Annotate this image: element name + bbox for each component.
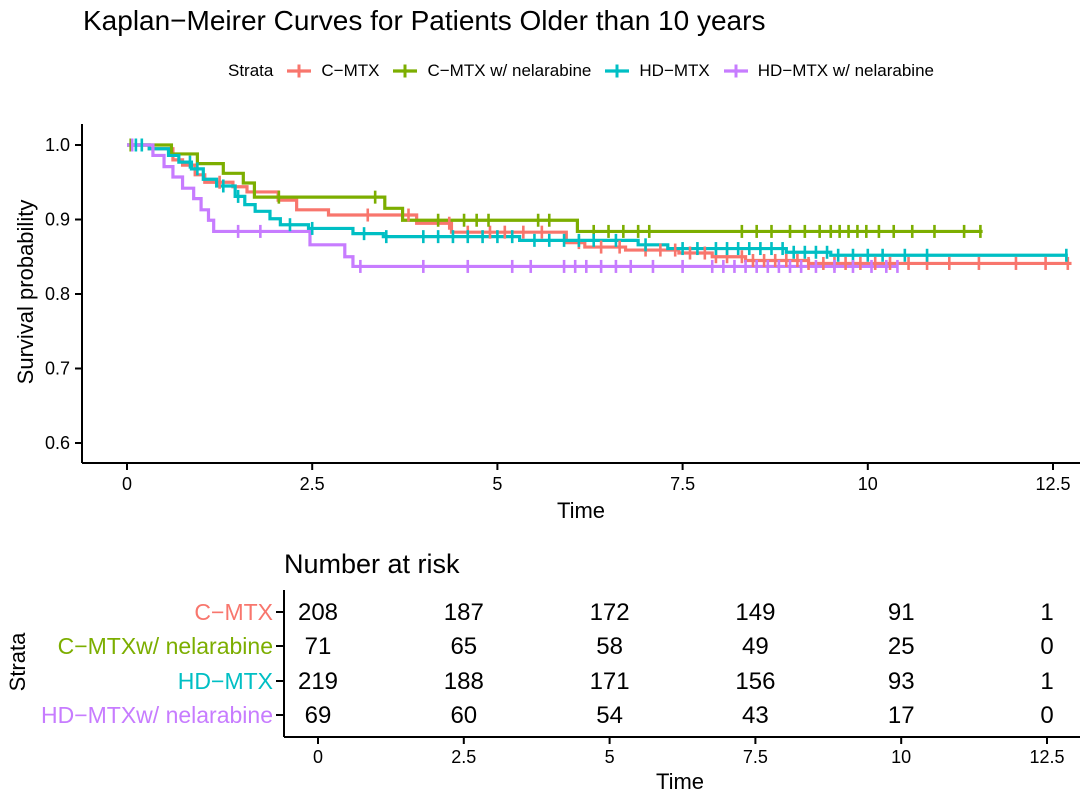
y-tick-label: 0.8 <box>45 284 70 304</box>
risk-x-tick-label: 10 <box>891 747 911 767</box>
legend-item-hd-mtx-nelarabine: HD−MTX w/ nelarabine <box>723 61 934 81</box>
y-tick-label: 1.0 <box>45 135 70 155</box>
y-tick-label: 0.6 <box>45 433 70 453</box>
risk-count: 91 <box>888 599 915 626</box>
legend-item-c-mtx: C−MTX <box>286 61 379 81</box>
x-tick-label: 5 <box>492 474 502 494</box>
x-tick-label: 10 <box>858 474 878 494</box>
risk-count: 1 <box>1040 668 1053 695</box>
risk-row-label: HD−MTX <box>178 668 273 694</box>
legend-item-label: HD−MTX <box>639 61 710 80</box>
y-axis-title: Survival probability <box>13 199 38 385</box>
risk-row-label: C−MTXw/ nelarabine <box>58 633 273 659</box>
legend-item-label: C−MTX <box>321 61 380 80</box>
risk-x-tick-label: 0 <box>313 747 323 767</box>
risk-count: 0 <box>1040 702 1053 729</box>
risk-count: 71 <box>305 633 332 660</box>
legend-key-icon <box>605 64 630 78</box>
risk-table-strata-label: Strata <box>5 632 30 692</box>
legend-item-hd-mtx: HD−MTX <box>604 61 710 81</box>
km-curve-c-mtx-nelarabine <box>127 143 983 234</box>
legend-key-icon <box>723 64 748 78</box>
risk-count: 0 <box>1040 633 1053 660</box>
risk-count: 187 <box>444 599 484 626</box>
x-tick-label: 12.5 <box>1035 474 1070 494</box>
risk-count: 1 <box>1040 599 1053 626</box>
risk-x-tick-label: 2.5 <box>451 747 476 767</box>
risk-count: 17 <box>888 702 915 729</box>
risk-count: 172 <box>590 599 630 626</box>
risk-count: 25 <box>888 633 915 660</box>
legend-item-c-mtx-nelarabine: C−MTX w/ nelarabine <box>392 61 591 81</box>
legend-title: Strata <box>228 61 274 80</box>
risk-row-label: HD−MTXw/ nelarabine <box>41 702 273 728</box>
legend: Strata C−MTX C−MTX w/ nelarabine HD−MTX HD−… <box>82 61 1080 81</box>
x-tick-label: 7.5 <box>670 474 695 494</box>
risk-count: 171 <box>590 668 630 695</box>
censor-marks-hd-mtx-nelarabine <box>130 138 899 273</box>
legend-items: C−MTX C−MTX w/ nelarabine HD−MTX HD−MTX w/ … <box>286 61 934 81</box>
risk-x-tick-label: 5 <box>605 747 615 767</box>
y-tick-label: 0.9 <box>45 210 70 230</box>
risk-count: 43 <box>742 702 769 729</box>
risk-table-time-label: Time <box>655 769 705 794</box>
risk-count: 54 <box>596 702 623 729</box>
risk-count: 69 <box>305 702 332 729</box>
x-axis-title: Time <box>556 498 606 523</box>
risk-count: 149 <box>735 599 775 626</box>
x-tick-label: 0 <box>122 474 132 494</box>
plot-title: Kaplan−Meirer Curves for Patients Older … <box>83 5 766 36</box>
risk-count: 60 <box>450 702 477 729</box>
km-curve-hd-mtx-nelarabine <box>127 143 898 269</box>
risk-table-title: Number at risk <box>284 549 460 579</box>
km-curve-hd-mtx <box>127 143 1068 257</box>
risk-x-tick-label: 7.5 <box>743 747 768 767</box>
legend-key-icon <box>393 64 418 78</box>
risk-count: 219 <box>298 668 338 695</box>
legend-item-label: C−MTX w/ nelarabine <box>427 61 592 80</box>
risk-row-label: C−MTX <box>194 599 273 625</box>
risk-count: 49 <box>742 633 769 660</box>
risk-x-tick-label: 12.5 <box>1029 747 1064 767</box>
risk-count: 156 <box>735 668 775 695</box>
censor-marks-c-mtx-nelarabine <box>129 138 982 238</box>
risk-count: 208 <box>298 599 338 626</box>
risk-count: 65 <box>450 633 477 660</box>
km-curve-c-mtx <box>127 143 1072 266</box>
risk-count: 93 <box>888 668 915 695</box>
risk-count: 58 <box>596 633 623 660</box>
risk-count: 188 <box>444 668 484 695</box>
y-tick-label: 0.7 <box>45 359 70 379</box>
legend-key-icon <box>287 64 312 78</box>
x-tick-label: 2.5 <box>300 474 325 494</box>
censor-marks-hd-mtx <box>134 138 1068 262</box>
legend-item-label: HD−MTX w/ nelarabine <box>757 61 934 80</box>
